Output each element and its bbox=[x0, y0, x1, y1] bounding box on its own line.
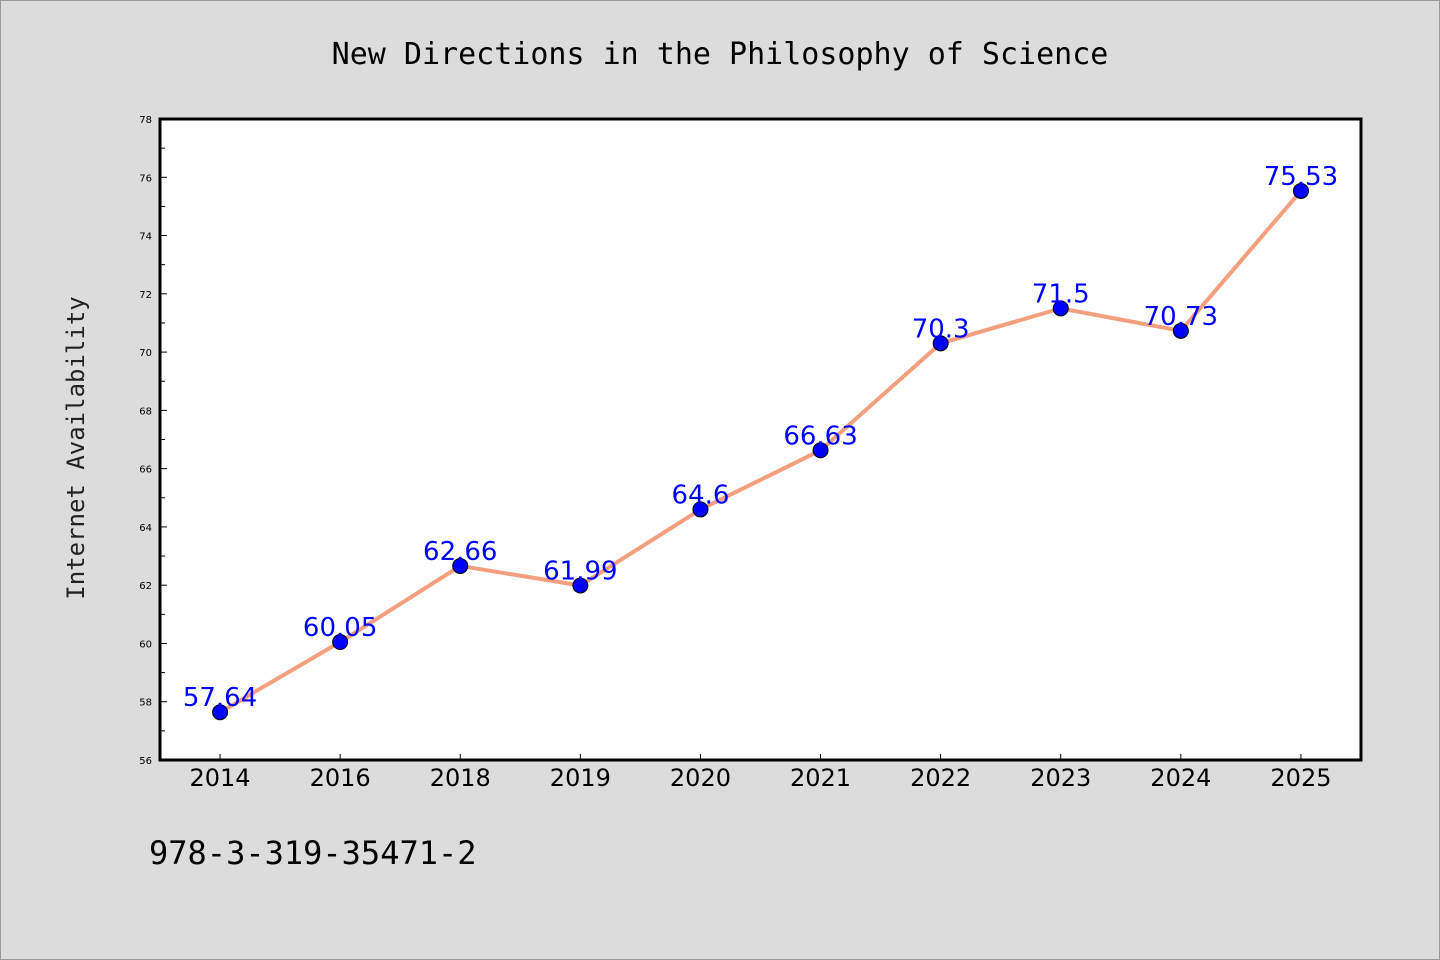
x-tick-label: 2023 bbox=[1030, 764, 1091, 792]
data-label: 66.63 bbox=[783, 421, 857, 451]
x-tick-label: 2024 bbox=[1150, 764, 1211, 792]
y-axis: 56 58 60 62 64 66 68 70 72 74 76 78 bbox=[139, 115, 167, 767]
y-tick-label: 60 bbox=[139, 639, 152, 650]
y-tick-label: 66 bbox=[139, 465, 152, 476]
x-tick-label: 2022 bbox=[910, 764, 971, 792]
data-point bbox=[932, 335, 949, 352]
x-tick-label: 2019 bbox=[550, 764, 611, 792]
data-point bbox=[212, 704, 229, 721]
y-tick-label: 68 bbox=[139, 406, 152, 417]
data-point bbox=[1292, 182, 1309, 199]
y-tick-label: 76 bbox=[139, 173, 152, 184]
data-point bbox=[1172, 322, 1189, 339]
y-tick-label: 74 bbox=[139, 232, 152, 243]
x-axis: 2014 2016 2018 2019 2020 2021 2022 2023 2024 2025 bbox=[190, 754, 1331, 792]
data-label: 70.3 bbox=[912, 314, 970, 344]
y-tick-label: 64 bbox=[139, 523, 152, 534]
x-tick-label: 2020 bbox=[670, 764, 731, 792]
y-tick-label: 62 bbox=[139, 581, 152, 592]
data-point bbox=[452, 557, 469, 574]
data-label: 60.05 bbox=[303, 613, 377, 643]
data-label: 62.66 bbox=[423, 537, 497, 567]
x-tick-label: 2014 bbox=[190, 764, 251, 792]
data-point bbox=[1052, 300, 1069, 317]
y-axis-label: Internet Availability bbox=[62, 296, 90, 599]
data-label: 71.5 bbox=[1032, 279, 1090, 309]
x-tick-label: 2016 bbox=[310, 764, 371, 792]
data-label: 64.6 bbox=[672, 480, 730, 510]
data-point bbox=[332, 633, 349, 650]
y-tick-label: 78 bbox=[139, 115, 152, 126]
plot-area bbox=[158, 117, 1363, 762]
data-label-layer: 57.64 60.05 62.66 61.99 64.6 66.63 70.3 71.5 70.… bbox=[183, 162, 1338, 713]
data-label: 75.53 bbox=[1264, 162, 1338, 192]
series-line bbox=[219, 189, 1303, 714]
y-tick-label: 56 bbox=[139, 756, 152, 767]
x-tick-label: 2018 bbox=[430, 764, 491, 792]
data-label: 61.99 bbox=[543, 556, 617, 586]
data-point bbox=[572, 577, 589, 594]
x-tick-label: 2021 bbox=[790, 764, 851, 792]
y-tick-label: 58 bbox=[139, 698, 152, 709]
series-layer bbox=[212, 182, 1309, 721]
x-tick-label: 2025 bbox=[1270, 764, 1331, 792]
data-label: 57.64 bbox=[183, 683, 257, 713]
data-point bbox=[692, 501, 709, 518]
y-tick-label: 70 bbox=[139, 348, 152, 359]
data-label: 70.73 bbox=[1144, 302, 1218, 332]
data-point bbox=[812, 442, 829, 459]
y-tick-label: 72 bbox=[139, 290, 152, 301]
chart-title: New Directions in the Philosophy of Scie… bbox=[332, 37, 1109, 72]
isbn-text: 978-3-319-35471-2 bbox=[149, 834, 477, 872]
